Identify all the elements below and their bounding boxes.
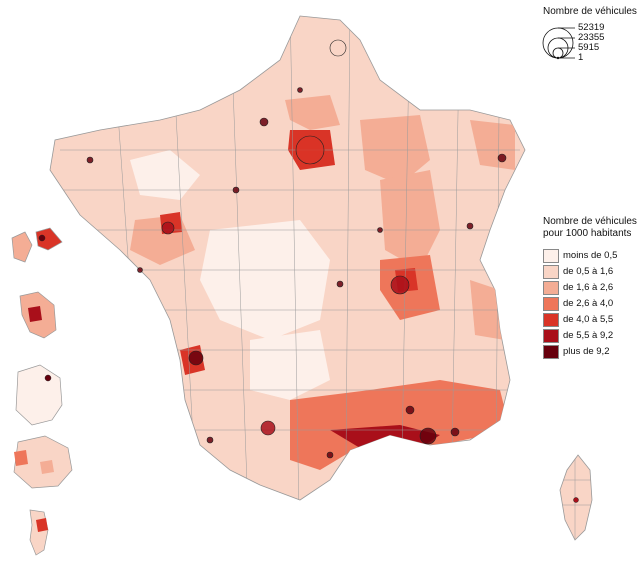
class-label: moins de 0,5 (563, 250, 618, 261)
class-label: de 2,6 à 4,0 (563, 298, 614, 309)
class-legend-row: plus de 9,2 (543, 344, 633, 359)
class-swatch (543, 281, 559, 295)
class-legend-row: de 0,5 à 1,6 (543, 264, 633, 279)
class-swatch (543, 249, 559, 263)
circle-size-legend (542, 27, 575, 60)
class-swatch (543, 329, 559, 343)
legend-circle-5915 (552, 47, 564, 59)
class-label: de 5,5 à 9,2 (563, 330, 614, 341)
class-label: de 0,5 à 1,6 (563, 266, 614, 277)
class-legend-row: de 4,0 à 5,5 (543, 312, 633, 327)
proportional-circles (86, 39, 507, 459)
legend-circle-52319 (542, 27, 574, 59)
class-legend-row: moins de 0,5 (543, 248, 633, 263)
class-legend-title-line2: pour 1000 habitants (543, 228, 632, 239)
class-legend-title-line1: Nombre de véhicules (543, 216, 637, 227)
corse (559, 454, 593, 541)
class-label: plus de 9,2 (563, 346, 610, 357)
class-legend-row: de 1,6 à 2,6 (543, 280, 633, 295)
metropolitan-france (49, 15, 526, 501)
circle-legend-title: Nombre de véhicules (543, 6, 637, 17)
class-legend-row: de 5,5 à 9,2 (543, 328, 633, 343)
class-label: de 1,6 à 2,6 (563, 282, 614, 293)
class-label: de 4,0 à 5,5 (563, 314, 614, 325)
class-swatch (543, 265, 559, 279)
mayotte (29, 509, 49, 556)
guyane (15, 364, 63, 426)
circle-legend-value-1: 52319 (578, 22, 605, 33)
la-reunion (13, 435, 73, 489)
circle-legend-value-2: 23355 (578, 32, 605, 43)
circle-legend-value-3: 5915 (578, 42, 600, 53)
circle-legend-value-4: 1 (578, 52, 584, 63)
class-legend-row: de 2,6 à 4,0 (543, 296, 633, 311)
class-swatch (543, 313, 559, 327)
class-swatch (543, 345, 559, 359)
zone-patches (130, 95, 515, 470)
class-swatch (543, 297, 559, 311)
guadeloupe (11, 227, 63, 263)
martinique (19, 291, 57, 339)
